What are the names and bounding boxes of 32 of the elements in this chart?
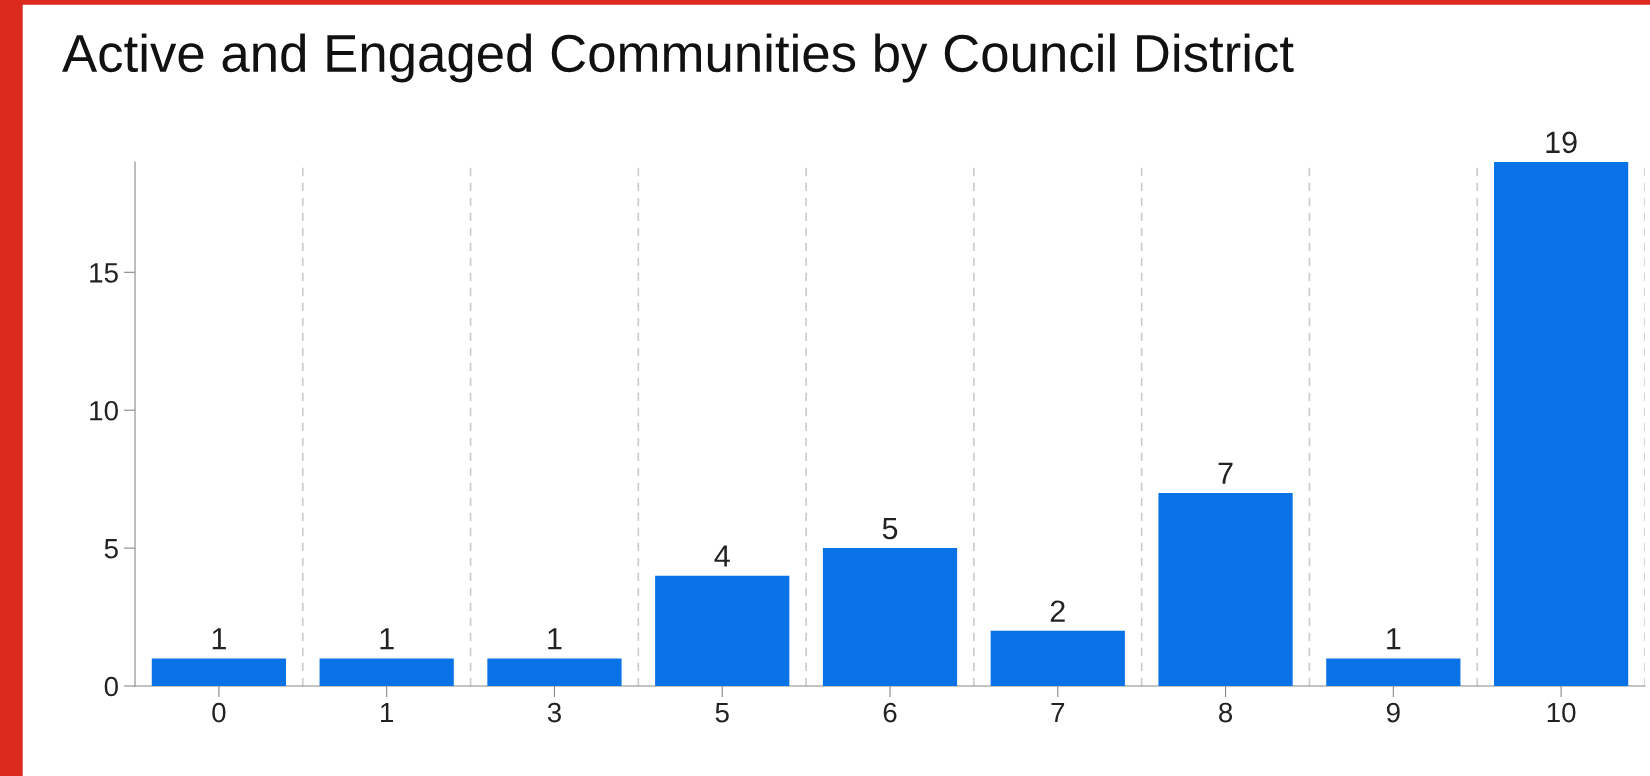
bar [1494, 162, 1629, 686]
x-tick-label: 5 [715, 702, 729, 723]
x-tick-label: 7 [1051, 702, 1065, 723]
x-tick-label: 8 [1219, 702, 1233, 723]
bar [1158, 492, 1293, 686]
data-label: 4 [714, 545, 730, 567]
data-label: 1 [380, 628, 394, 650]
bar [319, 658, 454, 686]
y-tick-label: 10 [90, 400, 118, 421]
data-label: 1 [1387, 628, 1401, 650]
data-label: 7 [1218, 462, 1233, 484]
y-tick-label: 15 [90, 263, 118, 283]
x-tick-label: 1 [381, 702, 394, 723]
data-label: 1 [548, 628, 562, 650]
y-tick-label: 5 [104, 539, 118, 559]
x-tick-label: 10 [1547, 702, 1576, 723]
bar [487, 658, 622, 686]
bar [1326, 658, 1461, 686]
data-label: 2 [1050, 600, 1065, 622]
bar [151, 658, 286, 686]
bar [822, 548, 958, 686]
chart-title: Active and Engaged Communities by Council District [62, 33, 1294, 83]
data-label: 19 [1546, 131, 1577, 154]
data-label: 1 [212, 628, 226, 650]
y-tick-label: 0 [104, 676, 118, 697]
bar [655, 575, 790, 686]
x-tick-label: 3 [547, 702, 561, 723]
bar [990, 630, 1125, 686]
x-tick-label: 6 [883, 702, 897, 723]
data-label: 5 [882, 517, 898, 540]
x-tick-label: 9 [1386, 702, 1400, 723]
x-tick-label: 0 [212, 702, 226, 723]
